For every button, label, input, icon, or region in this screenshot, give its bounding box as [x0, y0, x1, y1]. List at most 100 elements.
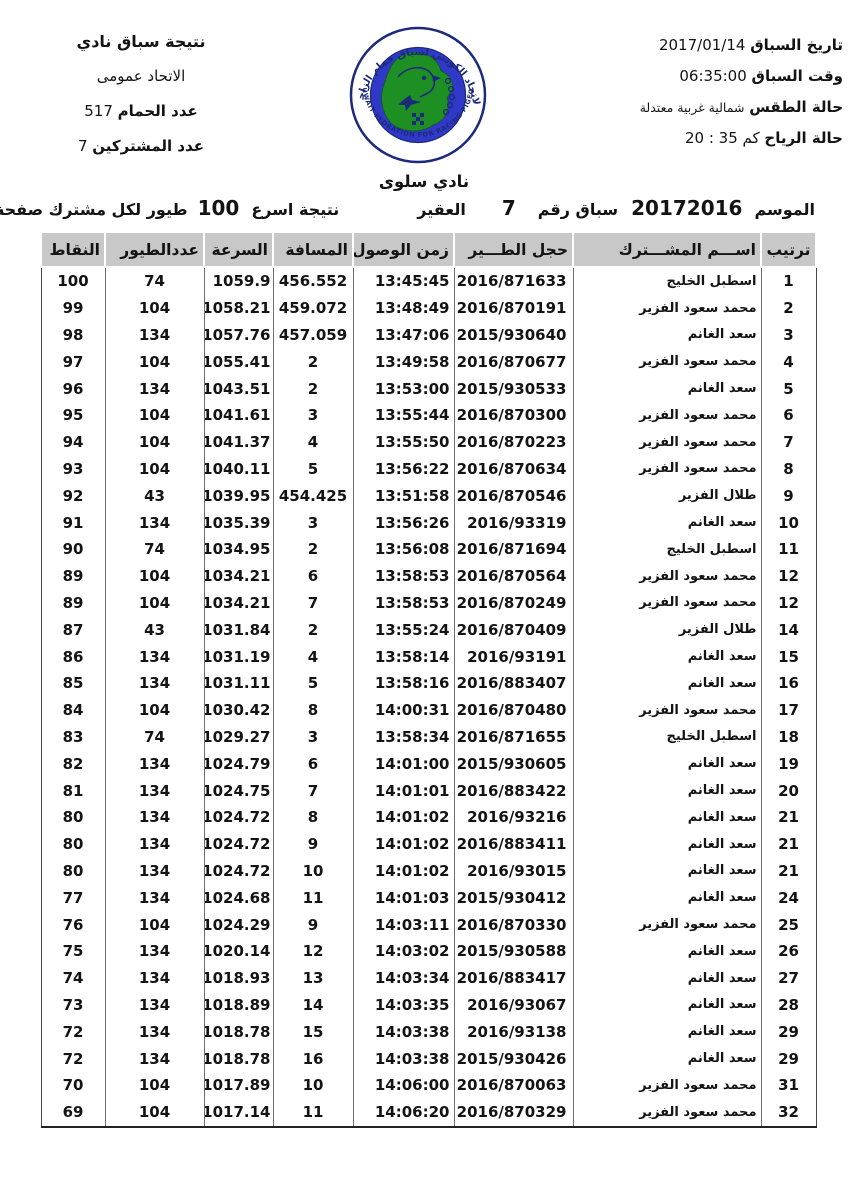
participant-name-cell: محمد سعود الفزير — [572, 294, 761, 322]
rank-cell: 25 — [760, 911, 816, 938]
table-row: 31 محمد سعود الفزير 2016/870063 14:06:00… — [41, 1071, 816, 1099]
points-cell: 76 — [62, 915, 84, 934]
race-conditions-block: تاريخ السباق 2017/01/14 وقت السباق 06:35… — [640, 30, 843, 154]
race-summary-block: نتيجة سباق نادي الاتحاد عمومى عدد الحمام… — [56, 24, 226, 164]
speed-cell: 1020.14 — [203, 937, 273, 965]
federation-logo-icon: الاتحاد الكويتي لسباق حمام الزاجل KUWAIT… — [349, 26, 487, 164]
speed-cell: 1018.78 — [203, 1018, 273, 1046]
participant-name-cell: محمد سعود الفزير — [572, 696, 761, 724]
ring-number-cell: 2016/870480 — [453, 696, 573, 724]
points-cell: 77 — [62, 888, 84, 907]
arrival-time-cell: 14:03:35 — [352, 991, 454, 1019]
ring-number-cell: 2016/870191 — [453, 294, 573, 322]
points-cell: 81 — [62, 781, 84, 800]
club-name: نادي سلوى — [378, 172, 470, 191]
arrival-time-cell: 14:01:01 — [352, 777, 454, 804]
speed-cell: 1030.42 — [203, 696, 273, 724]
results-table-wrap: ترتيب اســـم المشـــترك حجل الطـــير زمن… — [40, 231, 817, 1128]
speed-cell: 1034.21 — [203, 589, 273, 617]
arrival-time-cell: 14:00:31 — [352, 696, 454, 724]
participant-name-cell: اسطبل الخليج — [572, 723, 761, 751]
participant-name-cell: سعد الغانم — [572, 1018, 761, 1046]
rank-cell: 20 — [760, 777, 816, 804]
speed-cell: 1039.95 — [203, 482, 273, 510]
distance-cell: 16 — [272, 1045, 353, 1072]
participant-name-cell: محمد سعود الفزير — [572, 1098, 761, 1127]
table-row: 28 سعد الغانم 2016/93067 14:03:35 14 101… — [41, 991, 816, 1019]
ring-number-cell: 2016/870677 — [453, 348, 573, 376]
participant-name-cell: اسطبل الخليج — [572, 267, 761, 295]
participant-name-cell: سعد الغانم — [572, 937, 761, 965]
participant-name-cell: سعد الغانم — [572, 509, 761, 536]
distance-cell: 454.425 — [272, 482, 353, 510]
ring-number-cell: 2015/930412 — [453, 884, 573, 912]
pigeon-count-line: عدد الحمام 517 — [56, 94, 226, 129]
participant-name-cell: سعد الغانم — [572, 884, 761, 912]
participant-name-cell: سعد الغانم — [572, 321, 761, 349]
weather-label: حالة الطقس — [749, 98, 843, 116]
participant-name-cell: سعد الغانم — [572, 375, 761, 402]
distance-cell: 4 — [272, 643, 353, 670]
bird-count-cell: 104 — [104, 348, 204, 376]
table-row: 5 سعد الغانم 2015/930533 13:53:00 2 1043… — [41, 375, 816, 402]
participant-name-cell: اسطبل الخليج — [572, 535, 761, 563]
points-cell: 80 — [62, 808, 84, 827]
table-row: 29 سعد الغانم 2015/930426 14:03:38 16 10… — [41, 1045, 816, 1072]
bird-count-cell: 104 — [104, 401, 204, 429]
ring-number-cell: 2016/883407 — [453, 669, 573, 697]
bird-count-cell: 134 — [104, 375, 204, 402]
arrival-time-cell: 14:01:02 — [352, 803, 454, 831]
bird-count-cell: 134 — [104, 669, 204, 697]
speed-cell: 1018.78 — [203, 1045, 273, 1072]
speed-cell: 1041.61 — [203, 401, 273, 429]
speed-cell: 1031.19 — [203, 643, 273, 670]
arrival-time-cell: 14:01:02 — [352, 830, 454, 858]
participant-name-cell: سعد الغانم — [572, 991, 761, 1019]
ring-number-cell: 2016/871694 — [453, 535, 573, 563]
rank-cell: 27 — [760, 964, 816, 992]
table-row: 2 محمد سعود الفزير 2016/870191 13:48:49 … — [41, 294, 816, 322]
distance-cell: 2 — [272, 348, 353, 376]
ring-number-cell: 2016/871633 — [453, 267, 573, 295]
table-row: 9 طلال الفزير 2016/870546 13:51:58 454.4… — [41, 482, 816, 510]
rank-cell: 21 — [760, 830, 816, 858]
race-date-label: تاريخ السباق — [750, 36, 843, 54]
race-time-value: 06:35:00 — [679, 67, 747, 85]
release-location: العقير — [417, 200, 466, 219]
distance-cell: 3 — [272, 401, 353, 429]
points-cell: 85 — [62, 674, 84, 693]
race-time-label: وقت السباق — [751, 67, 843, 85]
table-row: 15 سعد الغانم 2016/93191 13:58:14 4 1031… — [41, 643, 816, 670]
bird-count-cell: 43 — [104, 616, 204, 644]
distance-cell: 457.059 — [272, 321, 353, 349]
bird-count-cell: 104 — [104, 911, 204, 938]
points-cell: 82 — [62, 754, 84, 773]
distance-cell: 9 — [272, 830, 353, 858]
points-cell: 87 — [62, 620, 84, 639]
race-number-value: 7 — [501, 196, 516, 220]
bird-count-cell: 134 — [104, 964, 204, 992]
distance-cell: 2 — [272, 535, 353, 563]
arrival-time-cell: 14:03:11 — [352, 911, 454, 938]
ring-number-cell: 2016/870564 — [453, 562, 573, 590]
table-row: 4 محمد سعود الفزير 2016/870677 13:49:58 … — [41, 348, 816, 376]
bird-count-cell: 104 — [104, 294, 204, 322]
pigeon-count-value: 517 — [84, 102, 113, 120]
ring-number-cell: 2015/930426 — [453, 1045, 573, 1072]
points-cell: 97 — [62, 352, 84, 371]
rank-cell: 21 — [760, 857, 816, 885]
rank-cell: 7 — [760, 428, 816, 456]
participant-name-cell: سعد الغانم — [572, 803, 761, 831]
table-row: 19 سعد الغانم 2015/930605 14:01:00 6 102… — [41, 750, 816, 778]
speed-cell: 1031.11 — [203, 669, 273, 697]
distance-cell: 9 — [272, 911, 353, 938]
table-row: 16 سعد الغانم 2016/883407 13:58:16 5 103… — [41, 669, 816, 697]
bird-count-cell: 134 — [104, 937, 204, 965]
distance-cell: 10 — [272, 857, 353, 885]
table-row: 27 سعد الغانم 2016/883417 14:03:34 13 10… — [41, 964, 816, 992]
arrival-time-cell: 13:51:58 — [352, 482, 454, 510]
speed-cell: 1059.9 — [203, 267, 273, 295]
points-cell: 80 — [62, 861, 84, 880]
race-number-label: سباق رقم — [537, 200, 619, 219]
points-cell: 95 — [62, 406, 84, 425]
